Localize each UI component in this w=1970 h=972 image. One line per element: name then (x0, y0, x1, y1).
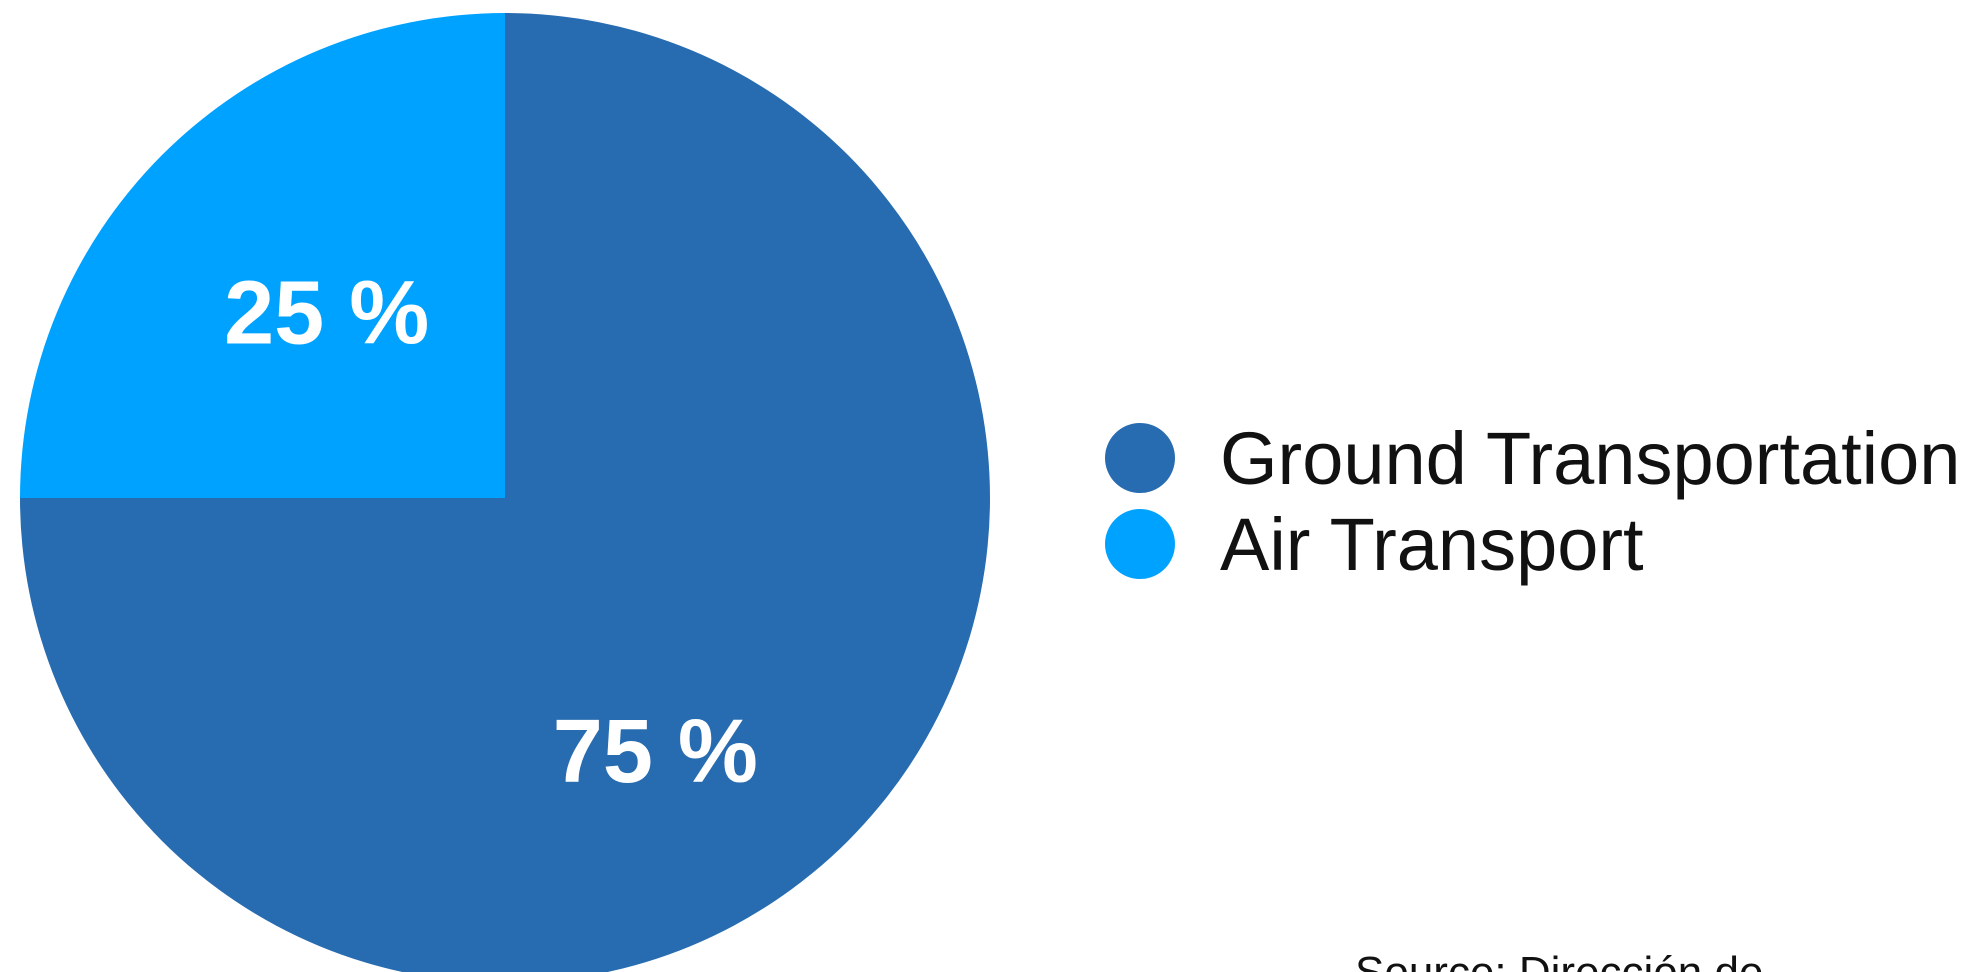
legend-label-air-transport: Air Transport (1220, 502, 1644, 586)
slice-label-ground-transportation: 75 % (553, 702, 758, 802)
legend-item-ground-transportation: Ground Transportation (1105, 415, 1960, 501)
legend: Ground Transportation Air Transport (1105, 415, 1960, 587)
legend-item-air-transport: Air Transport (1105, 501, 1960, 587)
slice-label-air-transport: 25 % (224, 263, 429, 363)
source-note: Source: Dirección de (1355, 948, 1763, 972)
pie-slice-air-transport (20, 13, 505, 498)
legend-label-ground-transportation: Ground Transportation (1220, 416, 1961, 500)
legend-swatch-ground-transportation (1105, 423, 1175, 493)
legend-swatch-air-transport (1105, 509, 1175, 579)
pie-slice-ground-transportation (20, 13, 990, 972)
